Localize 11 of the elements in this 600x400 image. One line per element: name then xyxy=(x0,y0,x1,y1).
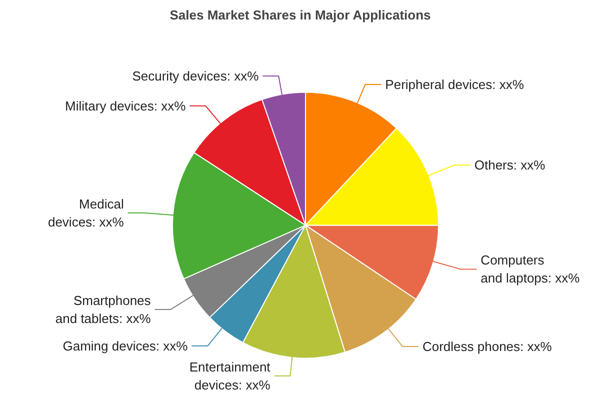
slice-label: Entertainment devices: xx% xyxy=(189,359,271,392)
chart-title: Sales Market Shares in Major Applications xyxy=(170,8,431,22)
slice-label: Military devices: xx% xyxy=(65,98,186,114)
slice-label: Security devices: xx% xyxy=(132,68,260,84)
slice-label: Smartphones and tablets: xx% xyxy=(55,292,152,326)
slice-label: Cordless phones: xx% xyxy=(422,338,552,354)
slice-label: Computers and laptops: xx% xyxy=(480,252,580,286)
slice-label: Medical devices: xx% xyxy=(48,196,124,230)
slice-label: Gaming devices: xx% xyxy=(62,338,188,354)
slice-label: Others: xx% xyxy=(474,158,546,173)
slice-label: Peripheral devices: xx% xyxy=(385,77,524,92)
